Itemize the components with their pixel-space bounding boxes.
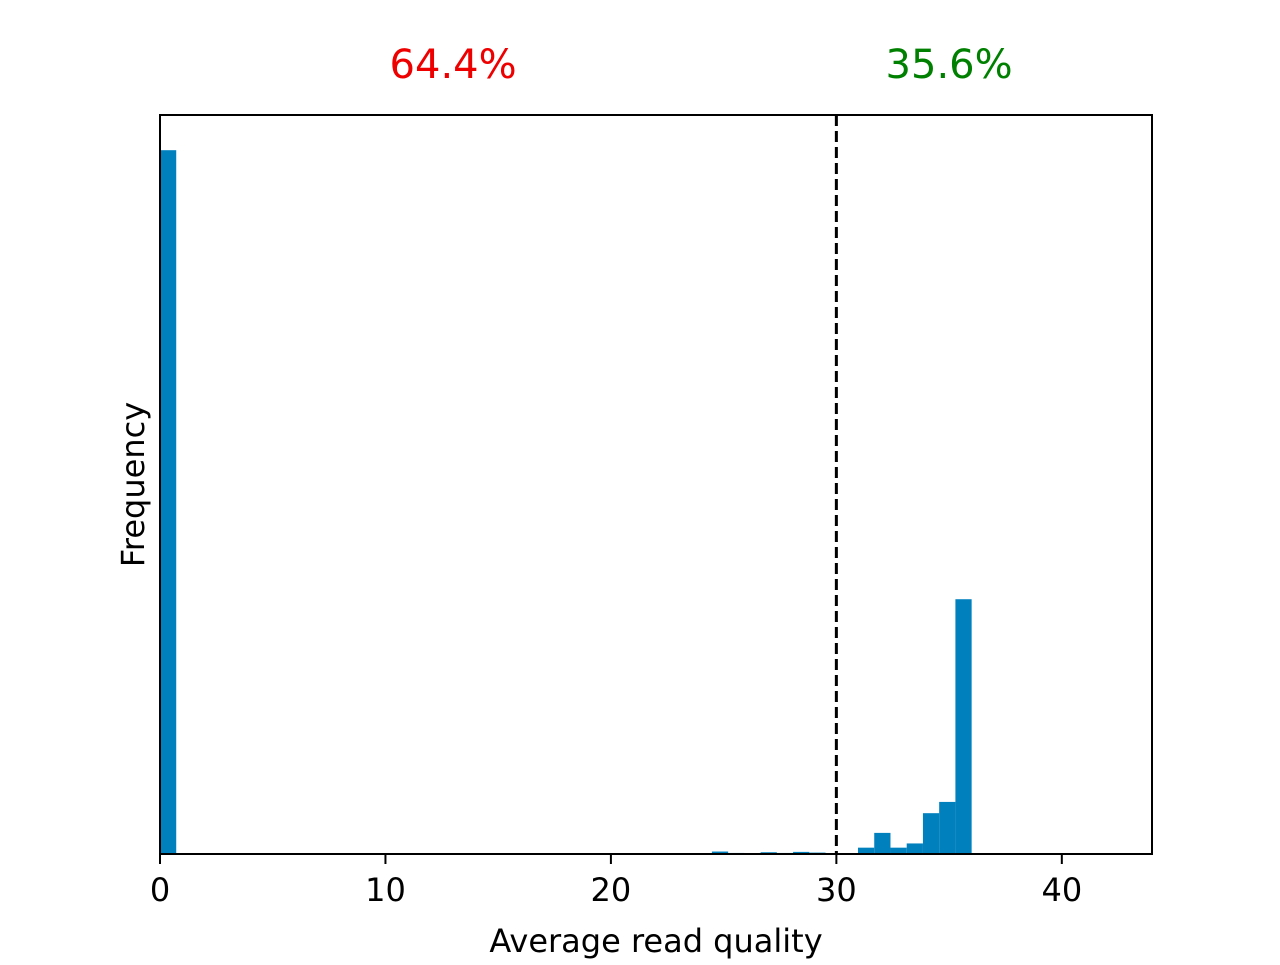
annotations: 64.4% 35.6% — [390, 42, 1013, 88]
histogram-bar — [955, 599, 972, 854]
histogram-bar — [922, 813, 940, 854]
histogram-bar — [711, 851, 729, 854]
x-ticks: 0 10 20 30 40 — [150, 854, 1082, 909]
histogram-bar — [939, 801, 956, 854]
histogram-bar — [906, 843, 923, 854]
histogram-bar — [160, 150, 177, 854]
histogram-bar — [874, 832, 891, 854]
x-axis-label: Average read quality — [489, 922, 822, 960]
x-tick-label: 0 — [150, 871, 170, 909]
histogram-bar — [890, 847, 907, 854]
percentage-annotation: 64.4% — [390, 42, 517, 88]
x-tick-label: 20 — [591, 871, 632, 909]
y-axis-label: Frequency — [114, 402, 152, 567]
x-tick-label: 10 — [365, 871, 406, 909]
histogram-bar — [793, 851, 810, 854]
x-tick-label: 40 — [1041, 871, 1082, 909]
histogram-bar — [858, 847, 875, 854]
bars-layer — [160, 150, 972, 854]
percentage-annotation: 35.6% — [886, 42, 1013, 88]
x-tick-label: 30 — [816, 871, 857, 909]
plot-frame — [159, 114, 1153, 855]
